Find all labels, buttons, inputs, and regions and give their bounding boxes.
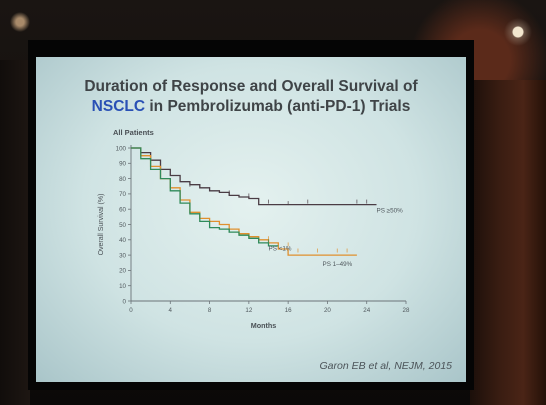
y-tick-label: 30	[119, 252, 126, 259]
series-line-1	[131, 147, 377, 206]
y-tick-label: 50	[119, 222, 126, 229]
curve-label: PS <1%	[269, 246, 292, 253]
y-tick-label: 40	[119, 237, 126, 244]
y-tick-label: 70	[119, 191, 126, 198]
slide-title-accent: NSCLC	[91, 98, 146, 115]
slide-title: Duration of Response and Overall Surviva…	[36, 77, 466, 117]
survival-chart: All Patients 0 10 20 30 40 50 60 70 80 90 100 0 4 8 12 1…	[98, 128, 410, 330]
left-wall	[0, 60, 30, 405]
y-tick-label: 60	[119, 207, 126, 214]
y-tick-label: 80	[119, 176, 126, 183]
curve-label: PS 1–49%	[323, 261, 353, 268]
right-wall	[470, 80, 546, 405]
curve-label: PS ≥50%	[377, 207, 404, 214]
x-tick-label: 16	[285, 307, 292, 314]
slide-title-rest: in Pembrolizumab (anti-PD-1) Trials	[145, 98, 411, 115]
x-tick-label: 28	[403, 307, 410, 314]
x-tick-label: 20	[324, 307, 331, 314]
y-tick-label: 20	[119, 268, 126, 275]
y-tick-label: 100	[116, 145, 127, 152]
x-tick-label: 24	[363, 307, 370, 314]
x-tick-label: 0	[129, 307, 133, 314]
chart-title: All Patients	[113, 128, 154, 137]
presentation-slide: Duration of Response and Overall Surviva…	[36, 57, 466, 382]
x-axis-label: Months	[251, 321, 277, 330]
slide-title-line1: Duration of Response and Overall Surviva…	[84, 78, 418, 95]
x-tick-label: 4	[169, 307, 173, 314]
series-line-3	[131, 147, 279, 247]
y-axis-label: Overall Survival (%)	[98, 194, 105, 256]
citation: Garon EB et al, NEJM, 2015	[319, 360, 452, 372]
series-line-2	[131, 147, 357, 256]
slide-title-line2: NSCLC in Pembrolizumab (anti-PD-1) Trial…	[36, 97, 466, 117]
x-tick-label: 8	[208, 307, 212, 314]
y-tick-label: 90	[119, 161, 126, 168]
y-tick-label: 0	[123, 298, 127, 305]
x-tick-label: 12	[245, 307, 252, 314]
y-tick-label: 10	[119, 283, 126, 290]
